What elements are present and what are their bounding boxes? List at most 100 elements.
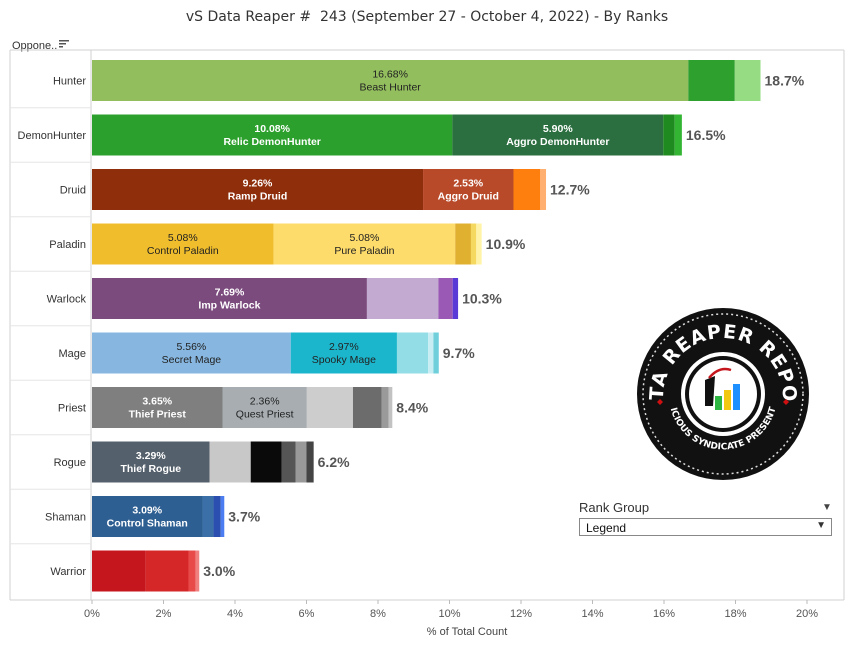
bar-segment-shaman-3 xyxy=(220,496,225,537)
bar-segment-druid-2 xyxy=(513,169,541,210)
bar-segment-rogue-4 xyxy=(295,441,307,483)
segment-archetype-label: Secret Mage xyxy=(162,354,222,366)
rank-group-label: Rank Group xyxy=(579,500,650,515)
segment-archetype-label: Thief Priest xyxy=(129,409,187,421)
category-label-warlock: Warlock xyxy=(47,294,87,306)
x-tick-label: 14% xyxy=(581,608,603,620)
bar-segment-warlock-1 xyxy=(366,278,439,319)
category-label-demonhunter: DemonHunter xyxy=(18,130,87,142)
bar-segment-demonhunter-1 xyxy=(452,114,664,156)
x-tick-label: 4% xyxy=(227,608,243,620)
segment-pct-label: 7.69% xyxy=(215,287,245,299)
category-label-rogue: Rogue xyxy=(54,457,86,469)
bar-segment-demonhunter-0 xyxy=(92,114,453,156)
total-label-druid: 12.7% xyxy=(550,182,590,198)
total-label-demonhunter: 16.5% xyxy=(686,127,726,143)
bar-segment-warlock-2 xyxy=(438,278,453,319)
total-label-warrior: 3.0% xyxy=(203,563,235,579)
segment-archetype-label: Thief Rogue xyxy=(120,463,181,475)
bar-segment-warlock-0 xyxy=(92,278,367,319)
bar-segment-paladin-3 xyxy=(470,223,477,265)
bar-segment-priest-1 xyxy=(222,387,307,428)
segment-archetype-label: Ramp Druid xyxy=(228,191,288,203)
segment-pct-label: 3.29% xyxy=(136,450,166,462)
bar-segment-mage-4 xyxy=(433,332,439,374)
bar-segment-shaman-2 xyxy=(213,496,221,537)
segment-archetype-label: Relic DemonHunter xyxy=(223,136,320,148)
segment-pct-label: 9.26% xyxy=(243,178,273,190)
segment-pct-label: 16.68% xyxy=(372,69,408,81)
bar-segment-druid-0 xyxy=(92,169,424,210)
segment-pct-label: 3.65% xyxy=(142,396,172,408)
bar-segment-rogue-5 xyxy=(306,441,314,483)
segment-pct-label: 10.08% xyxy=(254,123,290,135)
x-tick-label: 16% xyxy=(653,608,675,620)
bar-segment-mage-2 xyxy=(396,332,429,374)
x-tick-label: 18% xyxy=(724,608,746,620)
bar-segment-warlock-3 xyxy=(452,278,459,319)
rank-group-selected: Legend xyxy=(586,521,627,535)
sort-icon[interactable] xyxy=(58,38,70,50)
x-tick-label: 12% xyxy=(510,608,532,620)
bar-segment-mage-1 xyxy=(290,332,397,374)
bar-segment-hunter-2 xyxy=(734,60,761,101)
segment-archetype-label: Spooky Mage xyxy=(312,354,376,366)
bar-segment-priest-2 xyxy=(306,387,353,428)
total-label-priest: 8.4% xyxy=(396,400,428,416)
total-label-mage: 9.7% xyxy=(443,345,475,361)
bar-segment-warrior-2 xyxy=(188,550,196,592)
category-label-hunter: Hunter xyxy=(53,76,86,88)
total-label-warlock: 10.3% xyxy=(462,291,502,307)
chart-title: vS Data Reaper # 243 (September 27 - Oct… xyxy=(185,9,669,25)
bar-segment-shaman-0 xyxy=(92,496,203,537)
bar-segment-rogue-3 xyxy=(281,441,296,483)
total-label-shaman: 3.7% xyxy=(228,509,260,525)
segment-archetype-label: Control Shaman xyxy=(107,518,188,530)
logo-bar-icon xyxy=(724,390,731,410)
segment-pct-label: 5.90% xyxy=(543,123,573,135)
category-label-mage: Mage xyxy=(58,348,86,360)
rank-group-menu-icon[interactable]: ▼ xyxy=(822,502,832,513)
bar-segment-rogue-1 xyxy=(209,441,251,483)
bar-segment-priest-5 xyxy=(388,387,393,428)
segment-archetype-label: Beast Hunter xyxy=(360,82,422,94)
bar-segment-druid-3 xyxy=(540,169,547,210)
bar-segment-paladin-0 xyxy=(92,223,274,265)
bar-segment-paladin-4 xyxy=(476,223,482,265)
segment-pct-label: 5.56% xyxy=(176,341,206,353)
bar-segment-demonhunter-2 xyxy=(663,114,675,156)
x-axis-label: % of Total Count xyxy=(427,626,508,638)
bar-segment-priest-0 xyxy=(92,387,223,428)
segment-archetype-label: Aggro DemonHunter xyxy=(506,136,609,148)
segment-pct-label: 3.09% xyxy=(132,505,162,517)
segment-archetype-label: Quest Priest xyxy=(236,409,294,421)
rank-group-dropdown[interactable]: Legend ▼ xyxy=(579,518,832,536)
opponent-column-header[interactable]: Oppone.. xyxy=(12,40,58,52)
segment-pct-label: 2.97% xyxy=(329,341,359,353)
total-label-rogue: 6.2% xyxy=(318,454,350,470)
bar-segment-warrior-3 xyxy=(195,550,200,592)
x-tick-label: 6% xyxy=(299,608,315,620)
x-tick-label: 10% xyxy=(438,608,460,620)
logo-bar-icon xyxy=(733,384,740,410)
segment-archetype-label: Imp Warlock xyxy=(198,300,260,312)
category-label-warrior: Warrior xyxy=(50,566,86,578)
x-tick-label: 20% xyxy=(796,608,818,620)
logo-bar-icon xyxy=(715,396,722,410)
category-label-shaman: Shaman xyxy=(45,512,86,524)
x-tick-label: 8% xyxy=(370,608,386,620)
bar-segment-priest-4 xyxy=(381,387,389,428)
total-label-hunter: 18.7% xyxy=(765,73,805,89)
bar-segment-demonhunter-3 xyxy=(674,114,682,156)
chevron-down-icon: ▼ xyxy=(816,520,826,531)
category-label-druid: Druid xyxy=(60,185,86,197)
segment-archetype-label: Pure Paladin xyxy=(334,245,394,257)
bar-segment-paladin-1 xyxy=(273,223,456,265)
bar-segment-shaman-1 xyxy=(202,496,214,537)
bar-segment-hunter-0 xyxy=(92,60,689,101)
x-tick-label: 0% xyxy=(84,608,100,620)
bar-segment-mage-0 xyxy=(92,332,291,374)
data-reaper-logo: DATA REAPER REPORT VICIOUS SYNDICATE PRE… xyxy=(635,306,809,480)
bar-segment-paladin-2 xyxy=(455,223,471,265)
